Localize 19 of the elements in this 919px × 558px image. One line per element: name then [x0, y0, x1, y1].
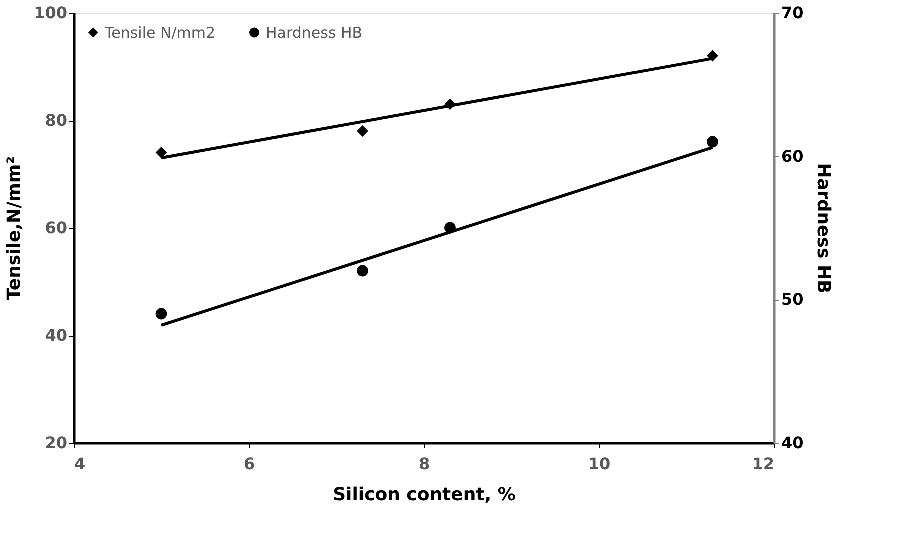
- y-tick-label: 100: [34, 4, 68, 22]
- y-tick-label: 40: [45, 326, 68, 345]
- y2-tick-label: 50: [782, 290, 804, 310]
- y-axis-title: Tensile,N/mm²: [4, 156, 26, 301]
- x-tick-label: 8: [418, 454, 430, 474]
- y2-tick-label: 40: [782, 434, 804, 452]
- legend-label: Hardness HB: [266, 24, 363, 42]
- y2-axis-title: Hardness HB: [812, 163, 834, 294]
- legend-label: Tensile N/mm2: [104, 24, 216, 42]
- x-axis-title: Silicon content, %: [333, 484, 516, 506]
- x-tick-label: 10: [588, 454, 611, 474]
- x-tick-label: 12: [752, 454, 774, 474]
- y2-tick-label: 60: [782, 146, 804, 166]
- y-tick-label: 60: [45, 218, 68, 238]
- x-tick-label: 6: [244, 454, 256, 474]
- x-tick-label: 4: [74, 454, 86, 474]
- y-tick-label: 20: [45, 434, 68, 452]
- y-tick-label: 80: [45, 111, 68, 130]
- y2-tick-label: 70: [782, 4, 804, 22]
